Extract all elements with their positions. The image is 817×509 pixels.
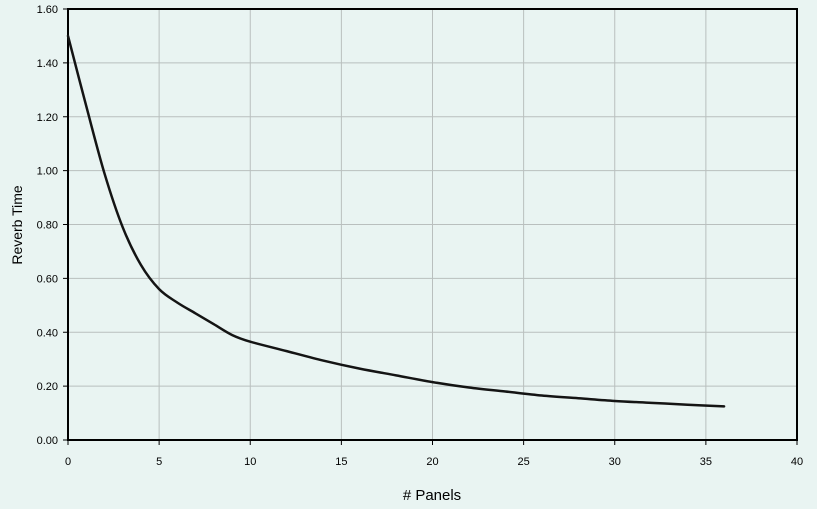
y-tick-label: 1.20 <box>37 112 58 124</box>
series-line-0 <box>66 34 726 408</box>
x-tick-label: 15 <box>335 456 347 468</box>
y-tick-label: 0.60 <box>37 273 58 285</box>
x-tick-label: 10 <box>244 456 256 468</box>
x-tick-label: 30 <box>609 456 621 468</box>
x-tick-label: 25 <box>518 456 530 468</box>
y-tick-label: 1.40 <box>37 58 58 70</box>
y-tick-label: 1.60 <box>37 4 58 16</box>
series-layer <box>66 34 726 408</box>
x-tick-label: 20 <box>426 456 438 468</box>
y-tick-label: 0.40 <box>37 327 58 339</box>
x-tick-label: 35 <box>700 456 712 468</box>
y-tick-label: 1.00 <box>37 166 58 178</box>
labels: # Panels Reverb Time <box>9 185 461 504</box>
gridlines <box>68 9 797 440</box>
x-axis-label: # Panels <box>403 487 461 504</box>
axes: 0 5 10 15 20 25 30 35 40 0.00 0.20 0.40 0.60 0.80 1.00… <box>37 4 804 468</box>
x-tick-label: 5 <box>156 456 162 468</box>
x-tick-label: 0 <box>65 456 71 468</box>
y-tick-label: 0.00 <box>37 435 58 447</box>
y-axis-label: Reverb Time <box>9 185 25 265</box>
y-tick-label: 0.80 <box>37 220 58 232</box>
y-tick-label: 0.20 <box>37 381 58 393</box>
x-tick-label: 40 <box>791 456 803 468</box>
